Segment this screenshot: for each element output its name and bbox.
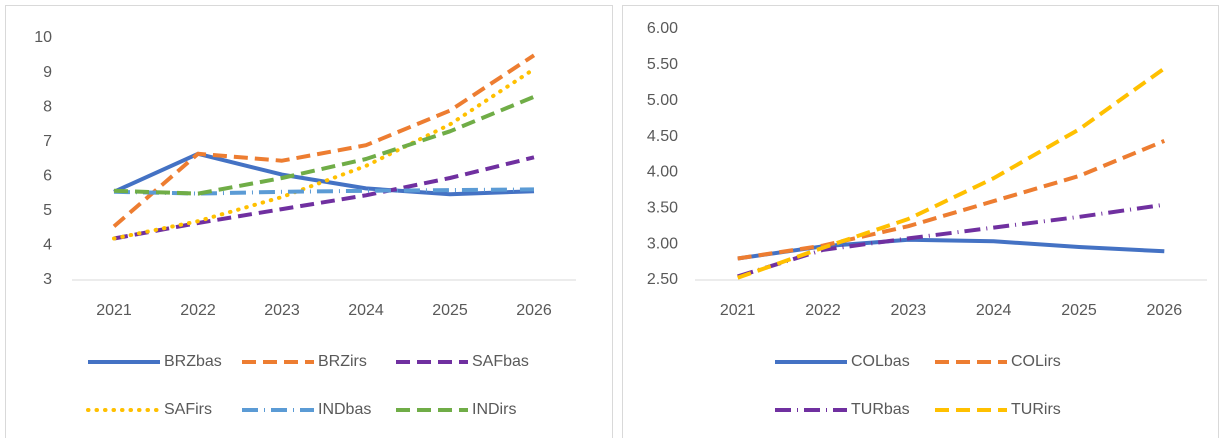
y-tick-label: 5.50 xyxy=(647,56,678,73)
y-tick-label: 4.50 xyxy=(647,128,678,145)
right-panel xyxy=(622,5,1219,438)
left-panel xyxy=(5,5,613,438)
legend-label: INDirs xyxy=(472,401,516,418)
y-tick-label: 5.00 xyxy=(647,92,678,109)
series-line xyxy=(737,202,1165,279)
y-tick-label: 4 xyxy=(43,237,52,254)
y-tick-label: 2.50 xyxy=(647,271,678,288)
x-tick-label: 2025 xyxy=(1061,302,1097,319)
x-tick-label: 2025 xyxy=(432,302,468,319)
legend-label: SAFirs xyxy=(164,401,212,418)
y-tick-label: 10 xyxy=(34,29,52,46)
x-tick-label: 2021 xyxy=(96,302,132,319)
x-tick-label: 2026 xyxy=(1147,302,1183,319)
series-line xyxy=(112,67,536,241)
y-tick-label: 6.00 xyxy=(647,20,678,37)
y-tick-label: 3 xyxy=(43,271,52,288)
x-tick-label: 2024 xyxy=(976,302,1012,319)
x-tick-label: 2023 xyxy=(264,302,300,319)
series-line xyxy=(113,94,535,196)
series-line xyxy=(113,155,535,241)
series-line xyxy=(113,151,535,197)
x-tick-label: 2022 xyxy=(180,302,216,319)
y-tick-label: 3.50 xyxy=(647,200,678,217)
series-line xyxy=(737,66,1166,280)
legend-label: SAFbas xyxy=(472,353,529,370)
x-tick-label: 2023 xyxy=(891,302,927,319)
y-tick-label: 3.00 xyxy=(647,235,678,252)
y-tick-label: 4.00 xyxy=(647,164,678,181)
y-tick-label: 7 xyxy=(43,133,52,150)
series-line xyxy=(112,53,536,228)
x-tick-label: 2022 xyxy=(805,302,841,319)
legend-label: COLbas xyxy=(851,353,910,370)
x-tick-label: 2021 xyxy=(720,302,756,319)
legend-label: BRZirs xyxy=(318,353,367,370)
x-tick-label: 2024 xyxy=(348,302,384,319)
legend-label: TURbas xyxy=(851,401,910,418)
legend-label: INDbas xyxy=(318,401,371,418)
legend-label: TURirs xyxy=(1011,401,1061,418)
y-tick-label: 6 xyxy=(43,168,52,185)
series-line xyxy=(737,139,1166,261)
y-tick-label: 9 xyxy=(43,64,52,81)
legend-label: COLirs xyxy=(1011,353,1061,370)
x-tick-label: 2026 xyxy=(516,302,552,319)
y-tick-label: 5 xyxy=(43,202,52,219)
y-tick-label: 8 xyxy=(43,98,52,115)
legend-label: BRZbas xyxy=(164,353,222,370)
